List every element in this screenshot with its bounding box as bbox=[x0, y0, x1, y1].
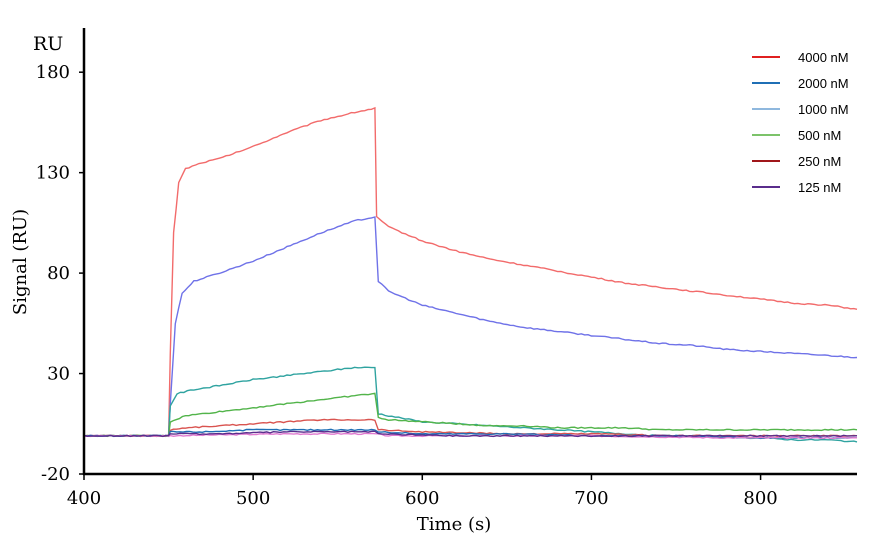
y-tick-label: 180 bbox=[36, 62, 70, 83]
x-tick-label: 800 bbox=[743, 488, 777, 509]
series-line-8 bbox=[83, 430, 857, 438]
ticks-layer: 400 500 600 700 800 -20 30 80 130 180 bbox=[36, 62, 778, 509]
y-axis-label: Signal (RU) bbox=[10, 209, 31, 315]
legend-label: 500 nM bbox=[798, 128, 841, 143]
legend-label: 2000 nM bbox=[798, 76, 849, 91]
x-axis-label: Time (s) bbox=[417, 514, 492, 535]
legend: 4000 nM 2000 nM 1000 nM 500 nM 250 nM 125 nM bbox=[752, 50, 849, 195]
series-line-3 bbox=[83, 366, 858, 443]
legend-label: 4000 nM bbox=[798, 50, 849, 65]
legend-label: 125 nM bbox=[798, 180, 841, 195]
x-tick-label: 600 bbox=[405, 488, 439, 509]
y-tick-label: -20 bbox=[41, 464, 70, 485]
x-tick-label: 500 bbox=[236, 488, 270, 509]
axes-layer bbox=[82, 28, 857, 476]
x-tick-label: 700 bbox=[574, 488, 608, 509]
y-tick-label: 80 bbox=[47, 263, 70, 284]
series-line-2 bbox=[83, 216, 858, 438]
series-line-4 bbox=[83, 392, 858, 438]
y-tick-label: 30 bbox=[47, 364, 70, 385]
y-unit-label: RU bbox=[33, 33, 63, 55]
series-layer bbox=[83, 106, 858, 443]
x-tick-label: 400 bbox=[67, 488, 101, 509]
legend-label: 250 nM bbox=[798, 154, 841, 169]
y-tick-label: 130 bbox=[36, 163, 70, 184]
series-line-1 bbox=[83, 106, 858, 438]
series-line-6 bbox=[83, 428, 858, 440]
legend-label: 1000 nM bbox=[798, 102, 849, 117]
